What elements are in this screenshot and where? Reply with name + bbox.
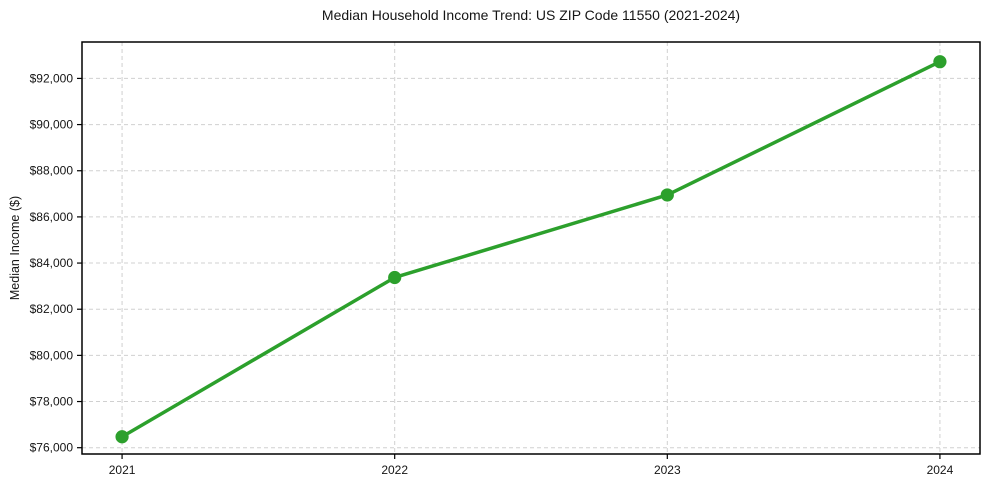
y-tick-label: $82,000	[30, 302, 74, 316]
y-tick-label: $86,000	[30, 210, 74, 224]
x-tick-label: 2024	[927, 463, 954, 477]
series-line	[120, 59, 942, 439]
x-tick-label: 2021	[109, 463, 136, 477]
y-tick-label: $90,000	[30, 118, 74, 132]
y-tick-label: $84,000	[30, 256, 74, 270]
data-point-marker	[933, 55, 947, 69]
y-tick-label: $76,000	[30, 441, 74, 455]
plot-border	[81, 41, 981, 455]
x-tick-label: 2023	[654, 463, 681, 477]
y-tick-label: $80,000	[30, 348, 74, 362]
data-point-marker	[660, 188, 674, 202]
x-tick-label: 2022	[381, 463, 408, 477]
data-point-marker	[388, 270, 402, 285]
data-point-marker	[115, 430, 129, 444]
chart-title: Median Household Income Trend: US ZIP Co…	[321, 7, 741, 23]
y-tick-label: $92,000	[30, 71, 74, 85]
y-tick-label: $78,000	[30, 395, 74, 409]
y-tick-label: $88,000	[30, 164, 74, 178]
